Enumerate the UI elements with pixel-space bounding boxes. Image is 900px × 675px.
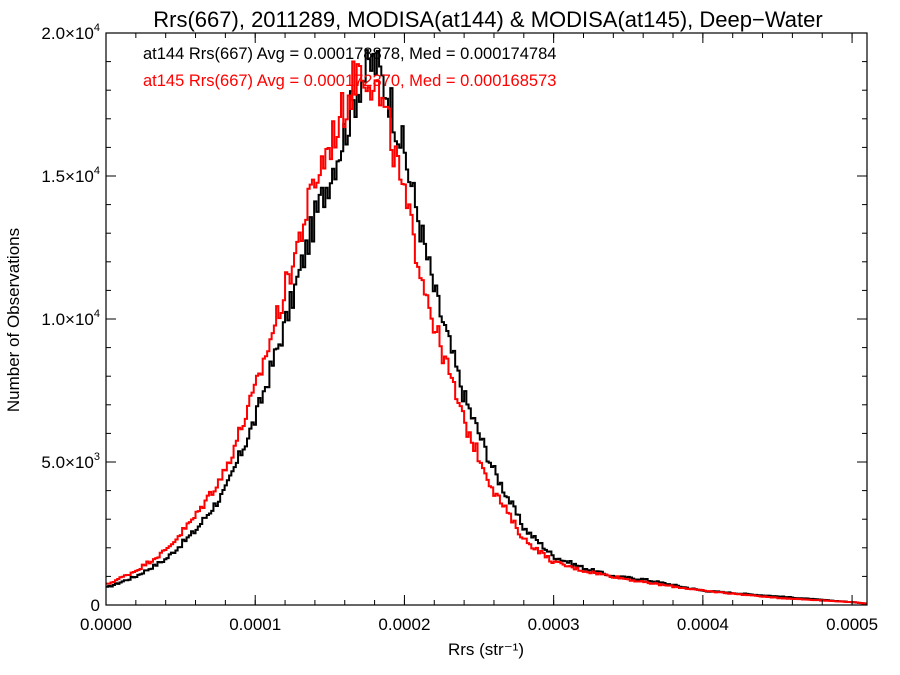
y-axis-ticks: 0 5.0×103 1.0×104 1.5×104 2.0×104: [41, 22, 867, 615]
legend: at144 Rrs(667) Avg = 0.000178878, Med = …: [143, 45, 556, 90]
y-tick-label: 2.0×104: [41, 22, 100, 43]
series-layer: [106, 49, 867, 605]
legend-entry-at144: at144 Rrs(667) Avg = 0.000178878, Med = …: [143, 45, 556, 63]
series-at145-line: [106, 60, 867, 605]
plot-frame: [105, 32, 868, 606]
y-axis-label: Number of Observations: [4, 228, 23, 412]
y-tick-label: 1.0×104: [41, 308, 100, 329]
x-tick-label: 0.0000: [80, 615, 132, 634]
series-at144-line: [106, 49, 867, 605]
x-axis-ticks: 0.0000 0.0001 0.0002 0.0003 0.0004 0.0005: [80, 33, 878, 634]
x-tick-label: 0.0004: [677, 615, 729, 634]
y-tick-label: 5.0×103: [41, 451, 100, 472]
x-tick-label: 0.0001: [229, 615, 281, 634]
x-axis-label: Rrs (str⁻¹): [448, 640, 524, 659]
x-tick-label: 0.0003: [528, 615, 580, 634]
legend-entry-at145: at145 Rrs(667) Avg = 0.000172370, Med = …: [143, 72, 556, 90]
y-tick-label: 1.5×104: [41, 165, 100, 186]
y-tick-label: 0: [91, 596, 100, 615]
chart-title: Rrs(667), 2011289, MODISA(at144) & MODIS…: [153, 7, 822, 32]
x-tick-label: 0.0005: [826, 615, 878, 634]
x-tick-label: 0.0002: [378, 615, 430, 634]
